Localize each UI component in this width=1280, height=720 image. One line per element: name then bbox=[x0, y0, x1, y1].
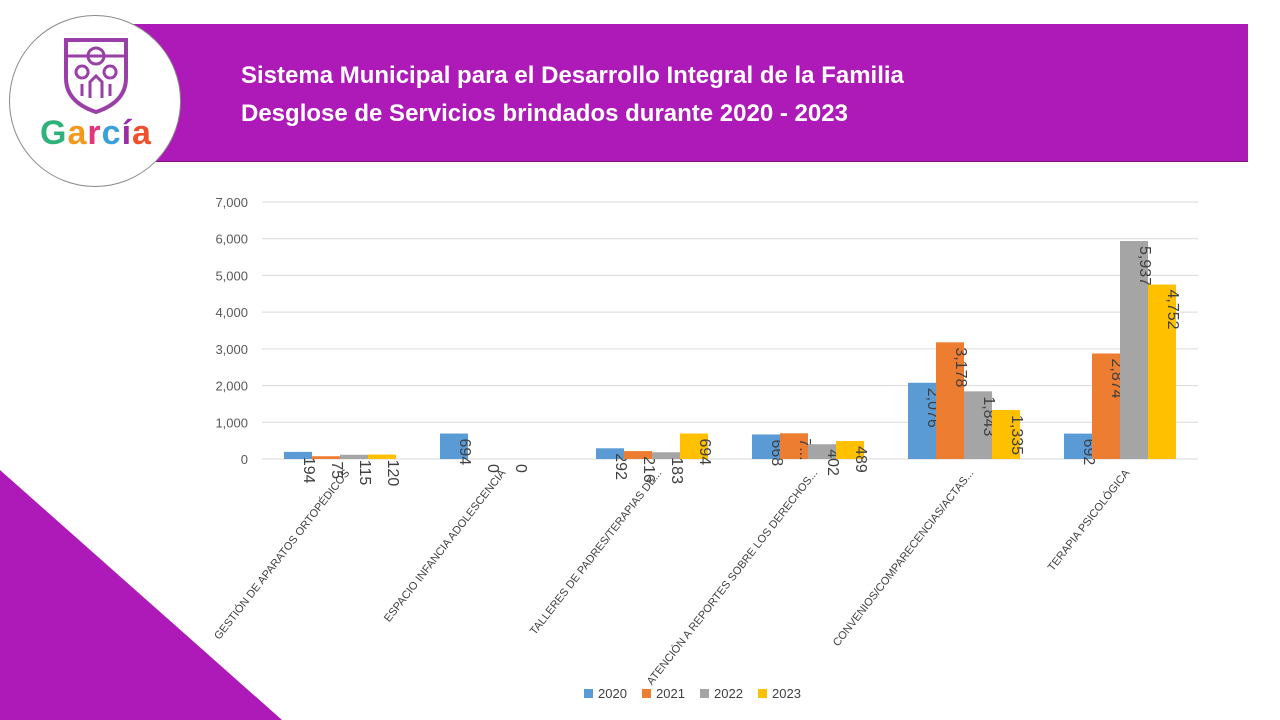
bar bbox=[624, 451, 652, 459]
y-tick-label: 2,000 bbox=[215, 379, 248, 394]
y-tick-label: 3,000 bbox=[215, 342, 248, 357]
data-label: 3,178 bbox=[952, 347, 969, 387]
bar bbox=[752, 434, 780, 459]
x-category-label: TALLERES DE PADRES/TERAPIAS DE... bbox=[528, 467, 664, 637]
legend-label: 2021 bbox=[656, 686, 685, 701]
data-label: 489 bbox=[852, 446, 869, 473]
x-category-label: TERAPIA PSICOLÓGICA bbox=[1045, 466, 1133, 573]
legend-swatch bbox=[758, 689, 767, 698]
legend-label: 2022 bbox=[714, 686, 743, 701]
data-label: 4,752 bbox=[1164, 290, 1181, 330]
legend-label: 2023 bbox=[772, 686, 801, 701]
data-label: 1,335 bbox=[1008, 415, 1025, 455]
data-label: 115 bbox=[356, 460, 373, 486]
bar bbox=[1064, 433, 1092, 459]
bar bbox=[340, 454, 368, 459]
data-label: 194 bbox=[300, 457, 317, 484]
y-tick-label: 4,000 bbox=[215, 305, 248, 320]
legend-swatch bbox=[642, 689, 651, 698]
bar bbox=[780, 433, 808, 459]
x-category-label: GESTIÓN DE APARATOS ORTOPÉDICOS bbox=[211, 467, 352, 642]
logo-letter: r bbox=[87, 114, 102, 152]
bar bbox=[1092, 353, 1120, 459]
logo-wordmark: García bbox=[10, 114, 180, 153]
bar bbox=[368, 454, 396, 459]
data-label: 0 bbox=[484, 464, 501, 473]
bar bbox=[652, 452, 680, 459]
logo-letter: a bbox=[132, 114, 152, 152]
bar bbox=[312, 456, 340, 459]
x-category-label: ATENCIÓN A REPORTES SOBRE LOS DERECHOS..… bbox=[644, 467, 820, 688]
logo-letter: G bbox=[40, 114, 68, 152]
bar bbox=[964, 391, 992, 459]
bar bbox=[680, 433, 708, 459]
logo-letter: a bbox=[67, 114, 88, 152]
legend-swatch bbox=[700, 689, 709, 698]
bar bbox=[1120, 241, 1148, 459]
data-label: 183 bbox=[668, 457, 685, 484]
bar bbox=[440, 433, 468, 459]
shield-icon bbox=[64, 38, 128, 115]
garcia-logo: García bbox=[9, 15, 181, 187]
legend-swatch bbox=[584, 689, 593, 698]
data-label: 694 bbox=[456, 439, 473, 466]
header-banner bbox=[95, 24, 1248, 162]
title-line-1: Sistema Municipal para el Desarrollo Int… bbox=[241, 62, 904, 89]
y-tick-label: 5,000 bbox=[215, 268, 248, 283]
data-label: 75 bbox=[328, 461, 345, 479]
y-tick-label: 6,000 bbox=[215, 232, 248, 247]
x-category-label: ESPACIO INFANCIA ADOLESCENCIA bbox=[382, 467, 509, 625]
legend-label: 2020 bbox=[598, 686, 627, 701]
bar bbox=[1148, 284, 1176, 459]
data-label: 292 bbox=[612, 453, 629, 480]
data-label: 216 bbox=[640, 456, 657, 483]
y-tick-label: 0 bbox=[241, 452, 248, 467]
title-line-2: Desglose de Servicios brindados durante … bbox=[241, 100, 848, 127]
bar bbox=[908, 382, 936, 459]
y-tick-label: 1,000 bbox=[215, 415, 248, 430]
logo-letter: c bbox=[101, 114, 122, 152]
y-tick-label: 7,000 bbox=[215, 195, 248, 210]
bar bbox=[836, 441, 864, 459]
bar bbox=[808, 444, 836, 459]
data-label: 5,937 bbox=[1136, 246, 1153, 286]
x-category-label: CONVENIOS/COMPARECENCIAS/ACTAS... bbox=[831, 467, 976, 648]
bar bbox=[596, 448, 624, 459]
corner-decoration bbox=[0, 470, 282, 720]
data-label: 694 bbox=[696, 439, 713, 466]
data-label: 0 bbox=[512, 464, 529, 473]
bar bbox=[284, 451, 312, 459]
logo-letter: í bbox=[121, 114, 133, 152]
bar bbox=[992, 409, 1020, 459]
data-label: 120 bbox=[384, 460, 401, 487]
header-title: Sistema Municipal para el Desarrollo Int… bbox=[241, 57, 904, 133]
bar bbox=[936, 342, 964, 459]
